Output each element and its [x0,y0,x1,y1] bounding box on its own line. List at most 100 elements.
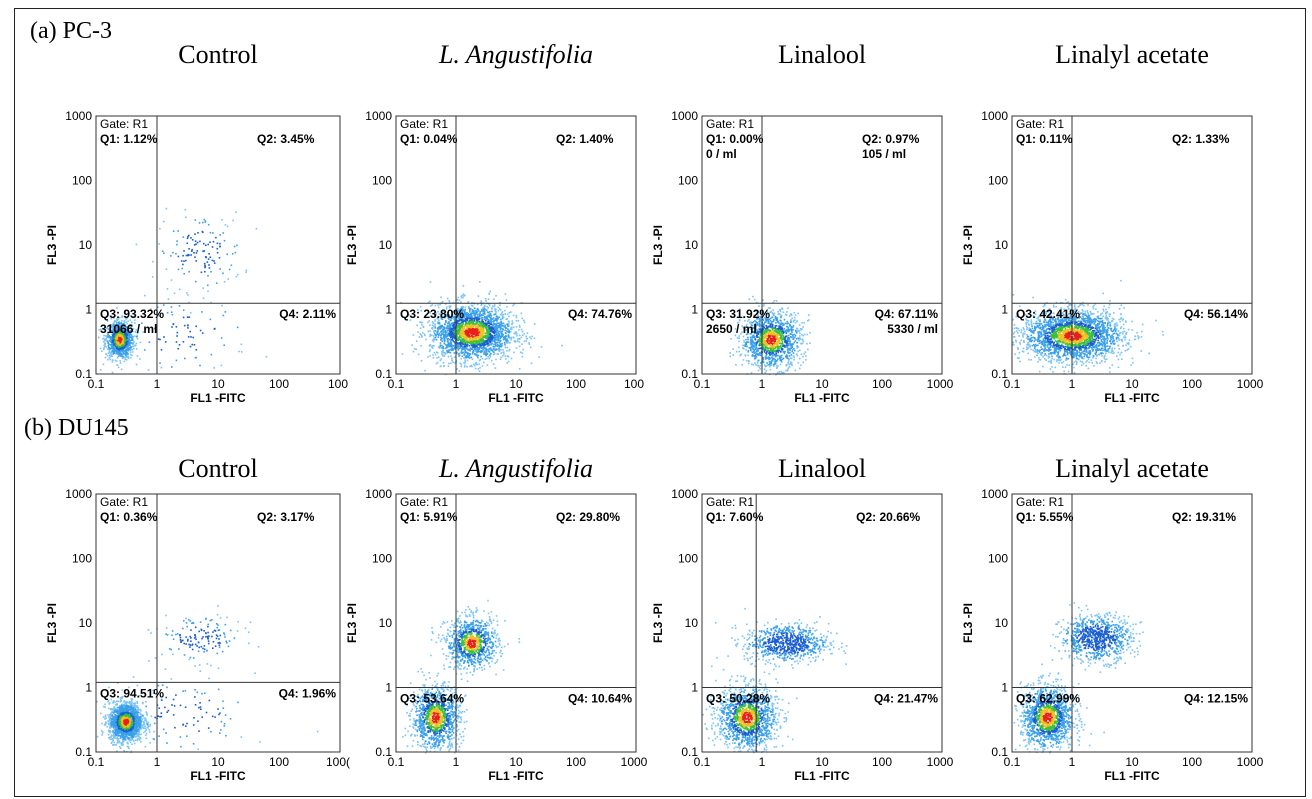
data-point [476,303,479,306]
data-point [110,351,112,354]
data-point [465,322,468,325]
data-point [780,323,782,325]
data-point [465,333,468,336]
data-point [489,327,491,329]
data-point [484,336,486,338]
data-point [488,320,491,322]
data-point [772,301,774,304]
data-point [807,319,809,322]
data-point [1047,344,1049,346]
data-point [469,328,471,330]
data-point [780,342,783,345]
data-point [123,330,126,333]
data-point [118,320,121,323]
data-point [483,322,486,325]
data-point [106,348,109,350]
data-point [773,365,775,367]
data-point [114,326,116,329]
data-point [124,327,126,330]
data-point [436,333,438,336]
data-point [119,350,122,353]
data-point [129,325,132,328]
data-point [764,358,767,360]
data-point [188,316,191,318]
data-point [454,320,456,322]
data-point [486,364,489,366]
data-point [773,343,775,346]
data-point [789,351,791,354]
data-point [510,338,512,341]
data-point [445,327,448,330]
data-point [185,259,187,262]
data-point [468,321,470,323]
data-point [460,329,462,331]
q4-label: Q4: 67.11% [875,307,939,321]
data-point [505,358,507,360]
data-point [790,336,792,338]
data-point [493,340,496,342]
data-point [787,352,790,354]
data-point [782,338,785,340]
data-point [475,323,477,326]
data-point [436,321,439,323]
data-point [1025,325,1028,327]
data-point [767,340,770,342]
data-point [442,355,444,357]
data-point [751,336,754,339]
data-point [507,320,510,322]
data-point [781,328,783,330]
data-point [771,321,773,323]
data-point [506,346,508,349]
data-point [449,332,452,334]
data-point [195,280,197,283]
data-point [433,335,435,337]
data-point [177,230,179,232]
data-point [114,336,116,338]
data-point [1081,337,1083,340]
data-point [790,330,793,332]
data-point [456,335,458,337]
data-point [481,324,483,326]
data-point [440,358,443,360]
data-point [770,347,772,350]
data-point [446,341,449,343]
data-point [176,240,178,242]
data-point [121,335,123,337]
data-point [116,319,119,321]
data-point [464,347,467,350]
data-point [779,357,781,360]
data-point [221,304,223,307]
data-point [124,358,126,360]
q1-label: Q1: 0.04% [400,132,458,146]
data-point [458,352,461,355]
data-point [755,336,758,338]
data-point [758,344,761,347]
data-point [452,334,455,337]
data-point [413,348,416,350]
data-point [508,329,510,332]
data-point [459,323,462,326]
data-point [739,308,741,311]
data-point [466,332,469,334]
data-point [529,336,531,338]
data-point [461,328,464,330]
data-point [791,364,793,367]
data-point [446,297,449,300]
data-point [773,357,775,360]
data-point [764,345,767,348]
data-point [783,327,785,330]
data-point [458,336,461,338]
data-point [485,354,487,357]
data-point [439,316,442,319]
data-point [1077,338,1080,340]
data-point [754,323,757,325]
data-point [762,361,765,364]
data-point [489,333,491,336]
data-point [465,337,467,340]
data-point [456,351,458,354]
data-point [114,350,116,352]
data-point [497,326,499,329]
data-point [744,345,747,347]
data-point [500,345,502,348]
data-point [434,334,437,336]
